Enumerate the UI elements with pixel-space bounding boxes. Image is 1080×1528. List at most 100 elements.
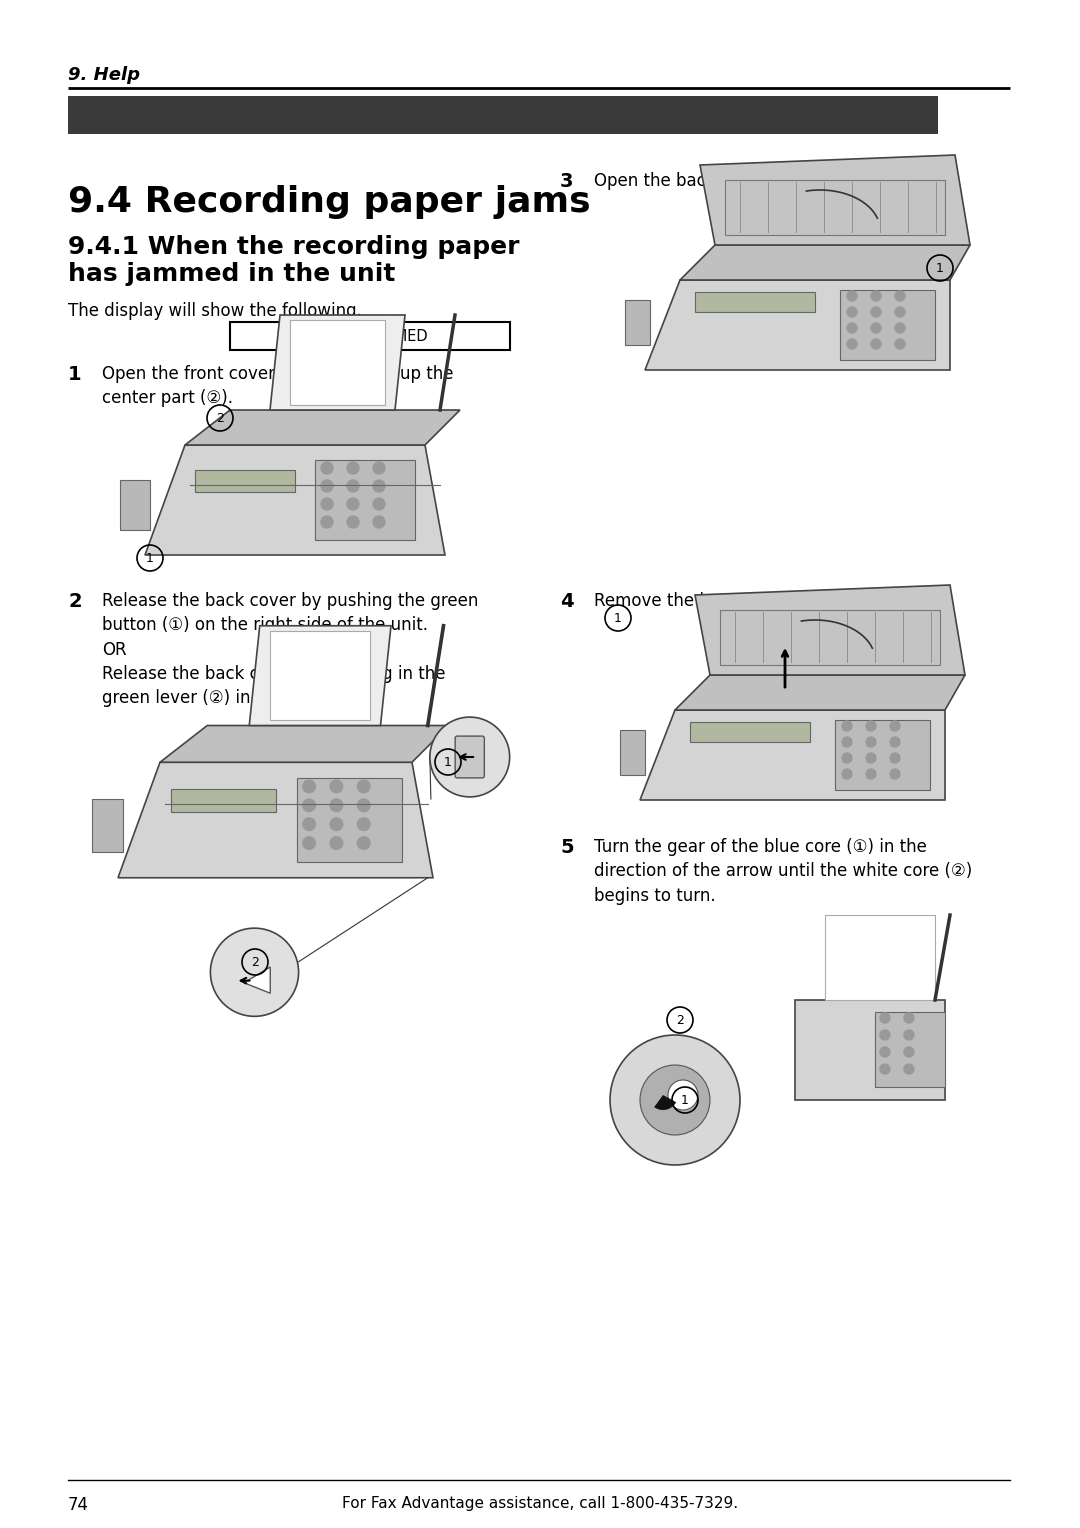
Circle shape <box>302 817 315 831</box>
Circle shape <box>890 721 900 730</box>
Circle shape <box>302 781 315 793</box>
Text: The display will show the following.: The display will show the following. <box>68 303 362 319</box>
Circle shape <box>904 1047 914 1057</box>
Circle shape <box>347 516 359 529</box>
Circle shape <box>373 461 384 474</box>
FancyBboxPatch shape <box>297 778 402 862</box>
Text: For Fax Advantage assistance, call 1-800-435-7329.: For Fax Advantage assistance, call 1-800… <box>342 1496 738 1511</box>
Circle shape <box>870 290 881 301</box>
Circle shape <box>895 322 905 333</box>
Circle shape <box>321 480 333 492</box>
Circle shape <box>847 307 858 316</box>
Circle shape <box>895 307 905 316</box>
Circle shape <box>357 817 370 831</box>
Circle shape <box>866 769 876 779</box>
Circle shape <box>842 721 852 730</box>
FancyBboxPatch shape <box>840 290 935 361</box>
Text: 1: 1 <box>68 365 82 384</box>
Text: 1: 1 <box>681 1094 689 1106</box>
Circle shape <box>890 736 900 747</box>
Circle shape <box>847 290 858 301</box>
Circle shape <box>610 1034 740 1164</box>
Circle shape <box>302 799 315 811</box>
Text: 5: 5 <box>561 837 573 857</box>
FancyBboxPatch shape <box>171 788 275 811</box>
Circle shape <box>373 516 384 529</box>
Circle shape <box>904 1013 914 1024</box>
Polygon shape <box>696 585 966 675</box>
FancyBboxPatch shape <box>835 720 930 790</box>
Polygon shape <box>675 675 966 711</box>
Polygon shape <box>291 319 384 405</box>
Circle shape <box>357 837 370 850</box>
Circle shape <box>357 799 370 811</box>
Circle shape <box>842 753 852 762</box>
Circle shape <box>640 1065 710 1135</box>
Polygon shape <box>145 445 445 555</box>
FancyBboxPatch shape <box>875 1012 945 1086</box>
Circle shape <box>302 837 315 850</box>
Text: 9.4 Recording paper jams: 9.4 Recording paper jams <box>68 185 591 219</box>
Text: Open the back cover (①).: Open the back cover (①). <box>594 173 806 189</box>
Text: Release the back cover by pushing the green
button (①) on the right side of the : Release the back cover by pushing the gr… <box>102 591 478 707</box>
Circle shape <box>904 1063 914 1074</box>
Circle shape <box>430 717 510 798</box>
Text: 1: 1 <box>444 755 451 769</box>
Polygon shape <box>654 1096 676 1109</box>
Text: Open the front cover (①) by pulling up the
center part (②).: Open the front cover (①) by pulling up t… <box>102 365 454 408</box>
Circle shape <box>870 307 881 316</box>
Circle shape <box>880 1063 890 1074</box>
Circle shape <box>870 339 881 348</box>
Circle shape <box>373 480 384 492</box>
Circle shape <box>357 781 370 793</box>
Polygon shape <box>118 762 433 877</box>
Polygon shape <box>825 915 935 999</box>
Text: 1: 1 <box>936 261 944 275</box>
Circle shape <box>321 461 333 474</box>
Circle shape <box>866 721 876 730</box>
FancyBboxPatch shape <box>625 299 650 345</box>
FancyBboxPatch shape <box>92 799 123 851</box>
FancyBboxPatch shape <box>690 723 810 743</box>
Circle shape <box>330 781 342 793</box>
Text: Remove the jammed recording paper (①).: Remove the jammed recording paper (①). <box>594 591 943 610</box>
FancyBboxPatch shape <box>455 736 484 778</box>
Circle shape <box>347 461 359 474</box>
Text: PAPER  JAMMED: PAPER JAMMED <box>313 329 428 344</box>
Text: 2: 2 <box>216 411 224 425</box>
Circle shape <box>321 516 333 529</box>
Circle shape <box>895 290 905 301</box>
Circle shape <box>870 322 881 333</box>
Polygon shape <box>645 280 950 370</box>
Circle shape <box>866 753 876 762</box>
Text: 9. Help: 9. Help <box>68 66 140 84</box>
Circle shape <box>847 339 858 348</box>
Text: 4: 4 <box>561 591 573 611</box>
Polygon shape <box>249 626 391 726</box>
Text: 3: 3 <box>561 173 573 191</box>
Circle shape <box>890 769 900 779</box>
FancyBboxPatch shape <box>795 999 945 1100</box>
Text: 74: 74 <box>68 1496 89 1514</box>
Circle shape <box>880 1047 890 1057</box>
Text: 2: 2 <box>676 1013 684 1027</box>
FancyBboxPatch shape <box>315 460 415 539</box>
Circle shape <box>880 1030 890 1041</box>
FancyBboxPatch shape <box>725 180 945 235</box>
FancyBboxPatch shape <box>120 480 150 530</box>
Text: 9.4.1 When the recording paper: 9.4.1 When the recording paper <box>68 235 519 260</box>
FancyBboxPatch shape <box>720 610 940 665</box>
Polygon shape <box>160 726 449 762</box>
Circle shape <box>842 736 852 747</box>
FancyBboxPatch shape <box>68 96 939 134</box>
Polygon shape <box>680 244 970 280</box>
FancyBboxPatch shape <box>696 292 815 312</box>
Circle shape <box>895 339 905 348</box>
Circle shape <box>842 769 852 779</box>
FancyBboxPatch shape <box>195 471 295 492</box>
Circle shape <box>669 1080 698 1109</box>
Circle shape <box>880 1013 890 1024</box>
Circle shape <box>904 1030 914 1041</box>
Text: Turn the gear of the blue core (①) in the
direction of the arrow until the white: Turn the gear of the blue core (①) in th… <box>594 837 972 905</box>
FancyBboxPatch shape <box>620 730 645 775</box>
